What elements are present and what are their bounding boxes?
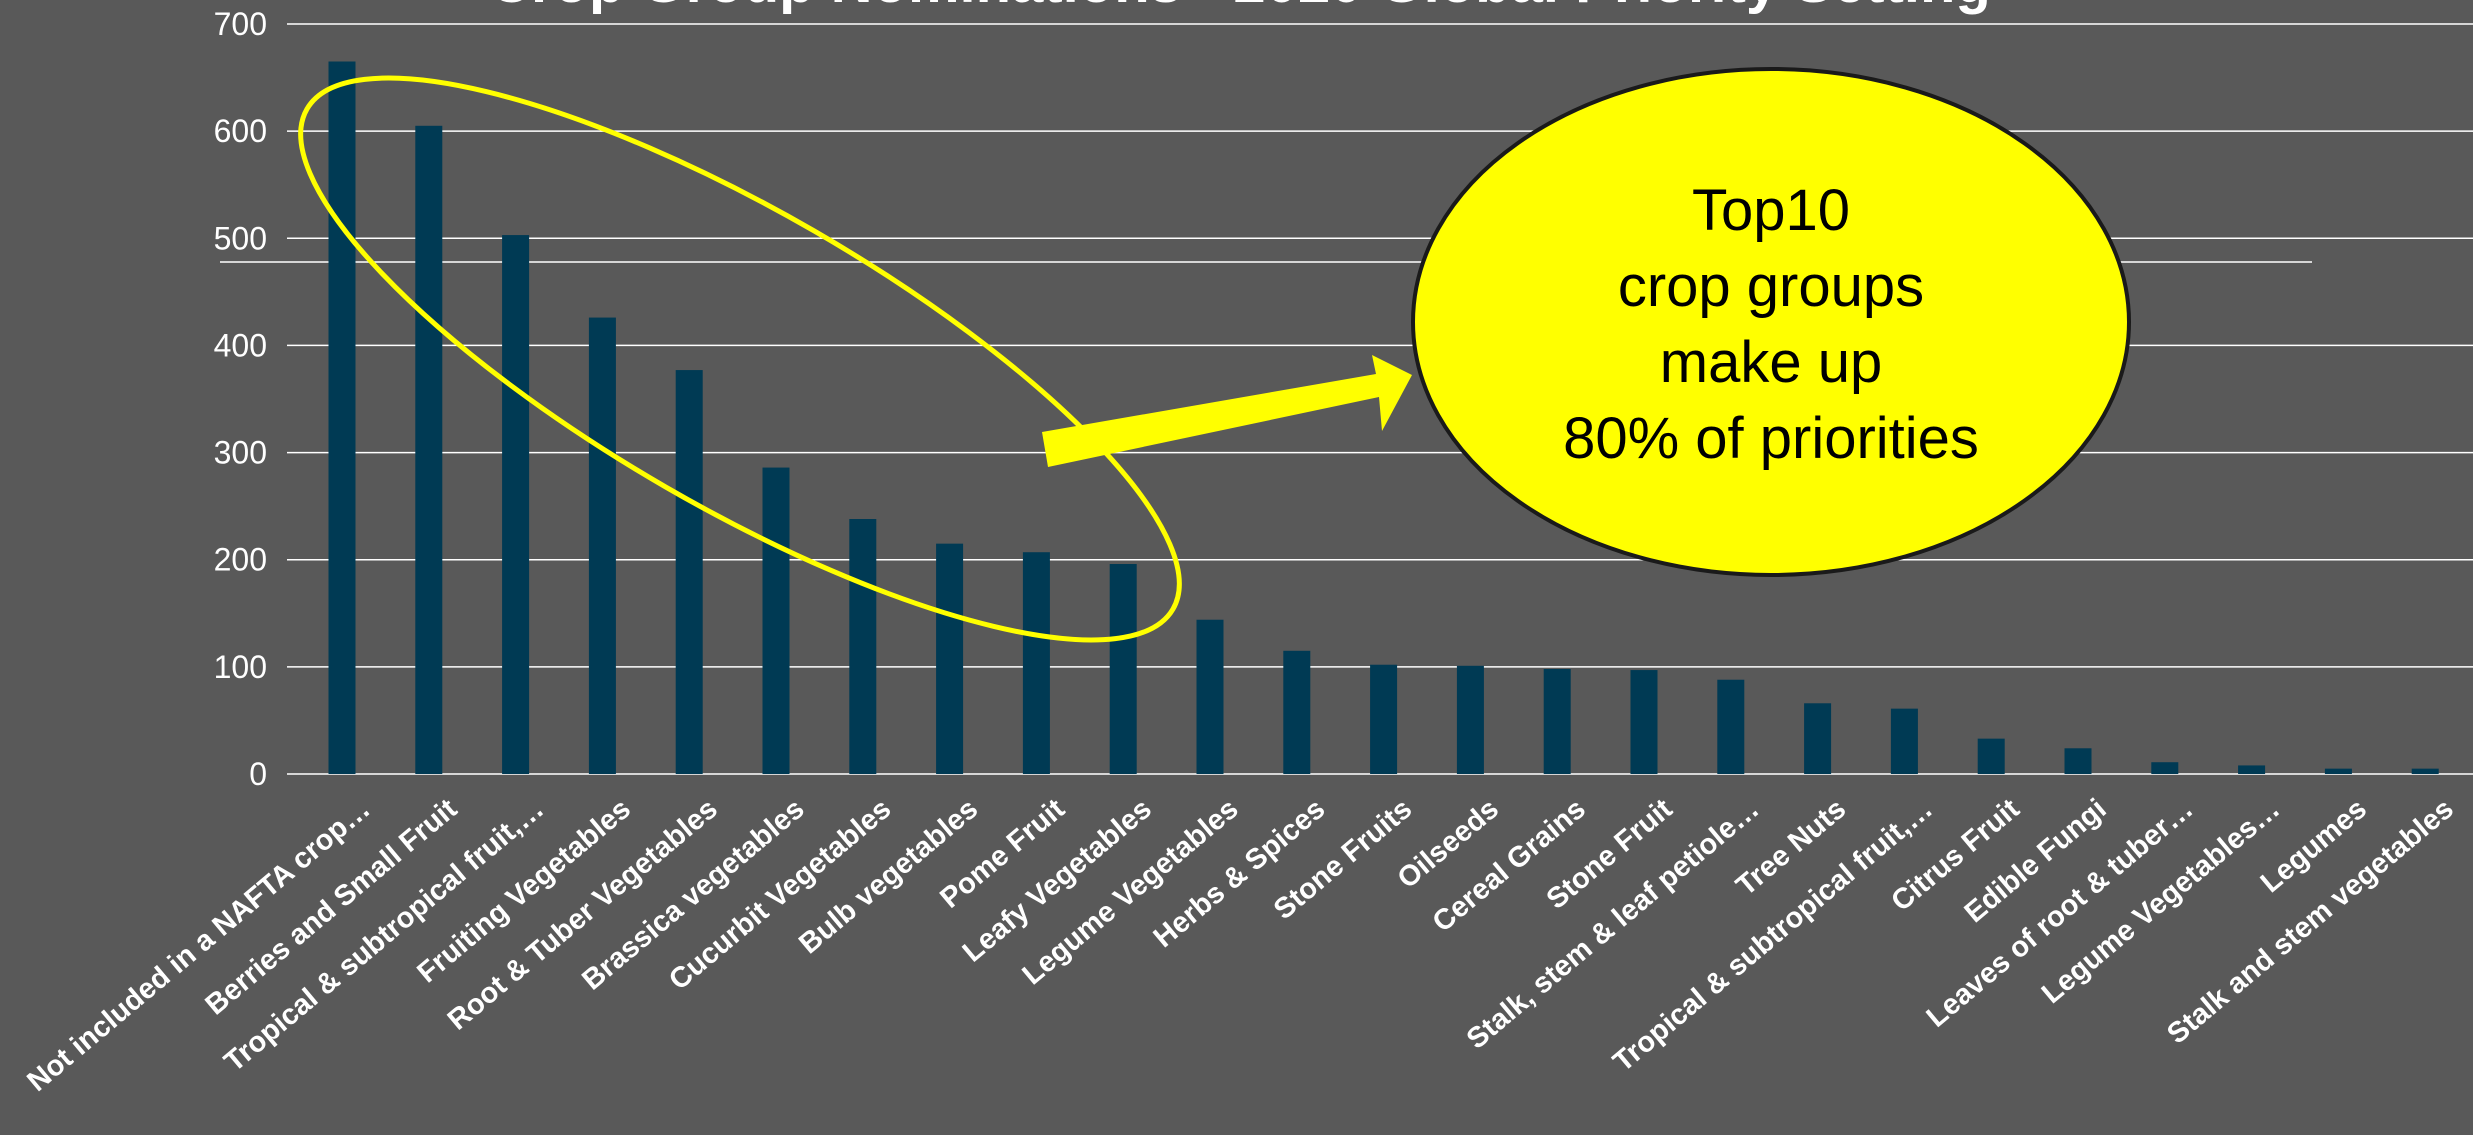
- y-tick-label: 300: [214, 435, 267, 471]
- bar: [1717, 679, 1745, 774]
- bar: [1804, 703, 1832, 774]
- bar: [1456, 665, 1484, 774]
- y-tick-label: 400: [214, 327, 267, 363]
- callout-line-2: crop groups: [1618, 254, 1924, 319]
- y-tick-label: 100: [214, 649, 267, 685]
- x-tick-label: Cereal Grains: [1427, 793, 1592, 939]
- chart-title: Crop Group Nominations - 2020 Global Pri…: [489, 0, 1991, 15]
- y-tick-label: 500: [214, 220, 267, 256]
- y-tick-label: 0: [249, 756, 267, 792]
- x-axis-tick-labels: Not included in a NAFTA crop…Berries and…: [21, 793, 2459, 1098]
- bar: [588, 317, 616, 774]
- bar: [1109, 564, 1137, 774]
- bar: [1977, 738, 2005, 774]
- y-axis-tick-labels: 0 100 200 300 400 500 600 700: [214, 6, 267, 792]
- bar: [1196, 619, 1224, 774]
- bar: [2064, 748, 2092, 774]
- bar: [1022, 552, 1050, 774]
- callout-arrow: [1042, 355, 1412, 467]
- y-tick-label: 700: [214, 6, 267, 42]
- x-tick-label: Tropical & subtropical fruit,…: [218, 793, 550, 1079]
- gridlines: [287, 23, 2473, 668]
- bar: [2411, 768, 2439, 774]
- bar: [415, 125, 443, 775]
- y-tick-label: 200: [214, 542, 267, 578]
- top10-highlight-ellipse: [298, 75, 1182, 643]
- bar: [2238, 765, 2266, 774]
- bar: [1370, 664, 1398, 774]
- bar: [936, 543, 964, 774]
- callout-line-4: 80% of priorities: [1563, 406, 1979, 471]
- callout-bubble: [1411, 67, 2131, 577]
- x-tick-label: Not included in a NAFTA crop…: [21, 793, 376, 1098]
- bar: [1630, 670, 1658, 774]
- bar: [502, 235, 530, 775]
- callout-line-3: make up: [1660, 330, 1882, 395]
- bars: [328, 61, 2439, 775]
- x-tick-label: Tropical & subtropical fruit,…: [1607, 793, 1939, 1079]
- bar: [328, 61, 356, 774]
- bar: [2324, 768, 2352, 774]
- y-tick-label: 600: [214, 113, 267, 149]
- bar: [1283, 650, 1311, 774]
- bar: [1890, 708, 1918, 774]
- bar: [675, 370, 703, 774]
- bar: [1543, 669, 1571, 774]
- callout-line-1: Top10: [1692, 178, 1850, 243]
- bar: [762, 467, 790, 774]
- bar: [2151, 762, 2179, 774]
- bar: [849, 519, 877, 774]
